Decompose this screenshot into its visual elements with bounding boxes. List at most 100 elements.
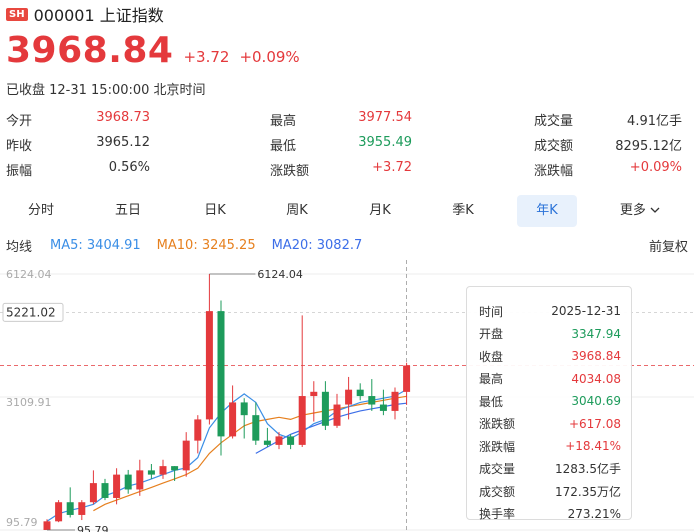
tooltip-row: 开盘 3347.94 — [479, 323, 621, 346]
adjust-mode-button[interactable]: 前复权 — [648, 240, 688, 255]
candle[interactable] — [240, 398, 248, 439]
candle[interactable] — [252, 402, 260, 445]
candle-body — [43, 521, 51, 530]
price-change-pct: +0.09% — [239, 48, 300, 66]
candle[interactable] — [66, 487, 74, 518]
stat-turnover: 成交额 8295.12亿 — [534, 139, 682, 154]
candle[interactable] — [124, 469, 132, 494]
tooltip-value: 3040.69 — [571, 394, 621, 409]
candle-body — [275, 436, 283, 445]
stat-volume: 成交量 4.91亿手 — [534, 114, 682, 129]
tab-daily-k[interactable]: 日K — [204, 203, 226, 218]
tooltip-label: 最高 — [479, 372, 504, 387]
ma5-line — [46, 388, 407, 522]
candle[interactable] — [321, 381, 329, 431]
candle-body — [333, 404, 341, 426]
stat-high: 最高 3977.54 — [270, 110, 412, 129]
candle[interactable] — [298, 315, 306, 448]
candle-body — [263, 440, 271, 445]
candle[interactable] — [310, 381, 318, 422]
max-marker-label: 6124.04 — [257, 268, 303, 281]
candle-body — [229, 402, 237, 437]
candle[interactable] — [263, 427, 271, 448]
candle-body — [136, 470, 144, 490]
tab-yearly-k[interactable]: 年K — [517, 195, 577, 227]
candle-body — [124, 474, 132, 490]
candle[interactable] — [287, 434, 295, 450]
candle[interactable] — [78, 500, 86, 521]
candle[interactable] — [55, 500, 63, 523]
candle-body — [345, 389, 353, 405]
stock-code-name: 000001 上证指数 — [33, 6, 164, 25]
candle[interactable] — [345, 376, 353, 420]
candle[interactable] — [101, 478, 109, 501]
tooltip-label: 成交量 — [479, 462, 516, 477]
candle[interactable] — [229, 385, 237, 439]
tab-intraday[interactable]: 分时 — [27, 203, 54, 218]
candle[interactable] — [89, 470, 97, 505]
ma-legend: 均线 MA5: 3404.91 MA10: 3245.25 MA20: 3082… — [6, 236, 688, 255]
candle-body — [78, 502, 86, 515]
stat-amplitude: 振幅 0.56% — [6, 160, 150, 179]
candle[interactable] — [379, 389, 387, 416]
stats-row: 昨收 3965.12 最低 3955.49 成交额 8295.12亿 — [6, 132, 688, 157]
ma20-value: MA20: 3082.7 — [271, 238, 363, 253]
tooltip-label: 时间 — [479, 304, 504, 319]
candle[interactable] — [136, 459, 144, 496]
candle-body — [298, 396, 306, 445]
chevron-down-icon — [650, 203, 660, 218]
candle-tooltip: 时间 2025-12-31 开盘 3347.94 收盘 3968.84 最高 4034.08 最… — [466, 286, 632, 522]
stat-low: 最低 3955.49 — [270, 135, 412, 154]
candle[interactable] — [356, 383, 364, 401]
candle[interactable] — [171, 466, 179, 481]
tooltip-value: 2025-12-31 — [551, 304, 621, 319]
tooltip-label: 收盘 — [479, 349, 504, 364]
candle[interactable] — [182, 432, 190, 477]
candle-body — [403, 365, 411, 392]
ma10-value: MA10: 3245.25 — [156, 238, 256, 253]
candle[interactable] — [159, 459, 167, 479]
candle[interactable] — [205, 274, 213, 425]
candle-body — [379, 404, 387, 411]
stat-prev-close: 昨收 3965.12 — [6, 135, 150, 154]
candle[interactable] — [275, 432, 283, 450]
tab-five-day[interactable]: 五日 — [114, 203, 141, 218]
candle-body — [101, 483, 109, 498]
tab-quarterly-k[interactable]: 季K — [452, 203, 474, 218]
candle-body — [240, 402, 248, 416]
tooltip-label: 开盘 — [479, 327, 504, 342]
candle[interactable] — [217, 300, 225, 456]
tooltip-label: 最低 — [479, 394, 504, 409]
candle[interactable] — [391, 387, 399, 420]
tab-more-label: 更多 — [619, 203, 646, 218]
candle[interactable] — [43, 519, 51, 530]
candle[interactable] — [113, 468, 121, 505]
exchange-badge: SH — [6, 7, 28, 21]
tooltip-row: 成交量 1283.5亿手 — [479, 458, 621, 481]
candle[interactable] — [403, 362, 411, 405]
y-axis-price-tag — [2, 302, 64, 322]
candle-body — [66, 502, 74, 515]
candle-body — [147, 470, 155, 475]
candle[interactable] — [368, 379, 376, 411]
tab-monthly-k[interactable]: 月K — [369, 203, 391, 218]
candle[interactable] — [147, 463, 155, 479]
period-tabs: 分时 五日 日K 周K 月K 季K 年K 更多 — [0, 195, 694, 227]
tooltip-value: 3347.94 — [571, 326, 621, 341]
last-price: 3968.84 — [6, 30, 174, 71]
tooltip-label: 换手率 — [479, 507, 516, 522]
candle[interactable] — [194, 415, 202, 454]
candle-body — [89, 483, 97, 503]
tooltip-label: 涨跌额 — [479, 417, 516, 432]
tooltip-value: 3968.84 — [571, 349, 621, 364]
candle-body — [171, 466, 179, 471]
candle[interactable] — [333, 393, 341, 428]
candle-body — [321, 391, 329, 426]
candle-body — [252, 415, 260, 441]
tooltip-row: 成交额 172.35万亿 — [479, 480, 621, 503]
tab-weekly-k[interactable]: 周K — [286, 203, 308, 218]
tooltip-row: 收盘 3968.84 — [479, 345, 621, 368]
quote-stats: 今开 3968.73 最高 3977.54 成交量 4.91亿手 昨收 3965.12 … — [6, 107, 688, 182]
candle-body — [368, 396, 376, 405]
tab-more[interactable]: 更多 — [610, 195, 670, 227]
